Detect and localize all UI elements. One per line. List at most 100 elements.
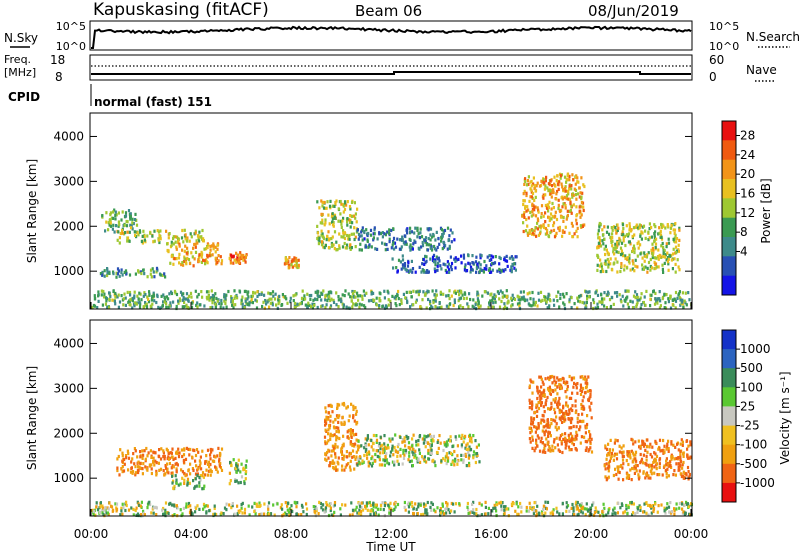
velocity-echo-cell bbox=[102, 512, 105, 516]
velocity-echo-cell bbox=[494, 506, 497, 510]
power-echo-cell bbox=[609, 304, 613, 309]
power-echo-cell bbox=[493, 261, 497, 265]
velocity-echo-cell bbox=[377, 513, 380, 517]
power-echo-cell bbox=[533, 233, 536, 237]
power-echo-cell bbox=[210, 244, 213, 248]
power-echo-cell bbox=[500, 299, 503, 304]
velocity-echo-cell bbox=[548, 424, 552, 428]
power-echo-cell bbox=[559, 174, 563, 178]
power-echo-cell bbox=[649, 264, 652, 269]
power-echo-cell bbox=[510, 255, 513, 259]
power-echo-cell bbox=[604, 252, 607, 257]
power-echo-cell bbox=[333, 216, 336, 220]
velocity-echo-cell bbox=[607, 508, 610, 512]
power-echo-cell bbox=[527, 208, 530, 212]
velocity-echo-cell bbox=[155, 469, 158, 473]
velocity-echo-cell bbox=[530, 429, 533, 433]
power-echo-cell bbox=[622, 254, 625, 258]
velocity-echo-cell bbox=[650, 470, 653, 474]
velocity-echo-cell bbox=[263, 502, 266, 506]
velocity-echo-cell bbox=[451, 444, 454, 449]
power-echo-cell bbox=[323, 223, 326, 227]
power-echo-cell bbox=[180, 236, 184, 240]
power-echo-cell bbox=[93, 304, 97, 308]
velocity-echo-cell bbox=[296, 501, 299, 505]
power-echo-cell bbox=[217, 259, 220, 263]
power-echo-cell bbox=[526, 292, 529, 296]
power-echo-cell bbox=[435, 248, 438, 252]
power-echo-cell bbox=[575, 214, 578, 218]
velocity-echo-cell bbox=[536, 434, 539, 438]
power-echo-cell bbox=[535, 234, 538, 238]
velocity-echo-cell bbox=[561, 432, 564, 437]
velocity-echo-cell bbox=[269, 512, 273, 516]
velocity-echo-cell bbox=[430, 508, 433, 512]
power-echo-cell bbox=[124, 296, 127, 300]
power-echo-cell bbox=[139, 230, 142, 234]
power-echo-cell bbox=[329, 290, 332, 294]
power-echo-cell bbox=[526, 179, 529, 183]
velocity-echo-cell bbox=[157, 461, 160, 465]
power-echo-cell bbox=[160, 306, 163, 310]
velocity-echo-cell bbox=[491, 509, 494, 513]
power-echo-cell bbox=[449, 228, 452, 232]
power-echo-cell bbox=[174, 235, 177, 239]
power-echo-cell bbox=[317, 290, 320, 294]
velocity-echo-cell bbox=[630, 500, 633, 505]
power-echo-cell bbox=[235, 260, 238, 264]
velocity-echo-cell bbox=[424, 508, 427, 512]
velocity-echo-cell bbox=[368, 500, 371, 505]
velocity-echo-cell bbox=[566, 381, 569, 385]
power-echo-cell bbox=[450, 240, 453, 244]
power-echo-cell bbox=[392, 227, 395, 231]
velocity-echo-cell bbox=[331, 433, 334, 438]
power-echo-cell bbox=[601, 268, 604, 272]
velocity-echo-cell bbox=[539, 398, 542, 402]
velocity-echo-cell bbox=[98, 510, 102, 514]
velocity-echo-cell bbox=[418, 435, 421, 439]
power-echo-cell bbox=[448, 289, 451, 293]
velocity-echo-cell bbox=[604, 444, 607, 448]
power-echo-cell bbox=[515, 255, 518, 259]
velocity-echo-cell bbox=[472, 434, 475, 438]
power-echo-cell bbox=[397, 258, 401, 262]
velocity-echo-cell bbox=[520, 505, 523, 509]
velocity-echo-cell bbox=[617, 501, 620, 505]
power-echo-cell bbox=[610, 238, 613, 242]
power-echo-cell bbox=[181, 248, 184, 252]
power-echo-cell bbox=[654, 225, 657, 229]
velocity-echo-cell bbox=[384, 502, 387, 506]
velocity-echo-cell bbox=[453, 463, 456, 467]
power-echo-cell bbox=[273, 297, 277, 301]
power-echo-cell bbox=[467, 305, 470, 309]
velocity-echo-cell bbox=[551, 512, 555, 516]
velocity-echo-cell bbox=[679, 455, 682, 459]
velocity-echo-cell bbox=[194, 510, 197, 514]
velocity-echo-cell bbox=[358, 504, 362, 508]
power-echo-cell bbox=[544, 193, 547, 197]
power-echo-cell bbox=[159, 273, 162, 277]
power-echo-cell bbox=[543, 187, 546, 191]
velocity-echo-cell bbox=[589, 408, 592, 412]
velocity-echo-cell bbox=[554, 397, 557, 401]
velocity-echo-cell bbox=[346, 405, 349, 409]
velocity-echo-cell bbox=[606, 447, 609, 451]
power-echo-cell bbox=[339, 199, 342, 204]
power-echo-cell bbox=[392, 266, 395, 270]
power-echo-cell bbox=[384, 304, 388, 308]
power-echo-cell bbox=[411, 270, 414, 274]
power-echo-cell bbox=[610, 226, 613, 230]
power-echo-cell bbox=[143, 291, 146, 295]
power-echo-cell bbox=[561, 197, 564, 201]
power-echo-cell bbox=[153, 239, 156, 243]
velocity-echo-cell bbox=[131, 470, 135, 474]
power-echo-cell bbox=[320, 229, 323, 233]
velocity-echo-cell bbox=[430, 443, 433, 448]
power-echo-cell bbox=[351, 221, 354, 225]
power-echo-cell bbox=[431, 306, 434, 310]
velocity-echo-cell bbox=[408, 459, 411, 464]
velocity-echo-cell bbox=[134, 465, 137, 469]
velocity-echo-cell bbox=[586, 509, 590, 513]
